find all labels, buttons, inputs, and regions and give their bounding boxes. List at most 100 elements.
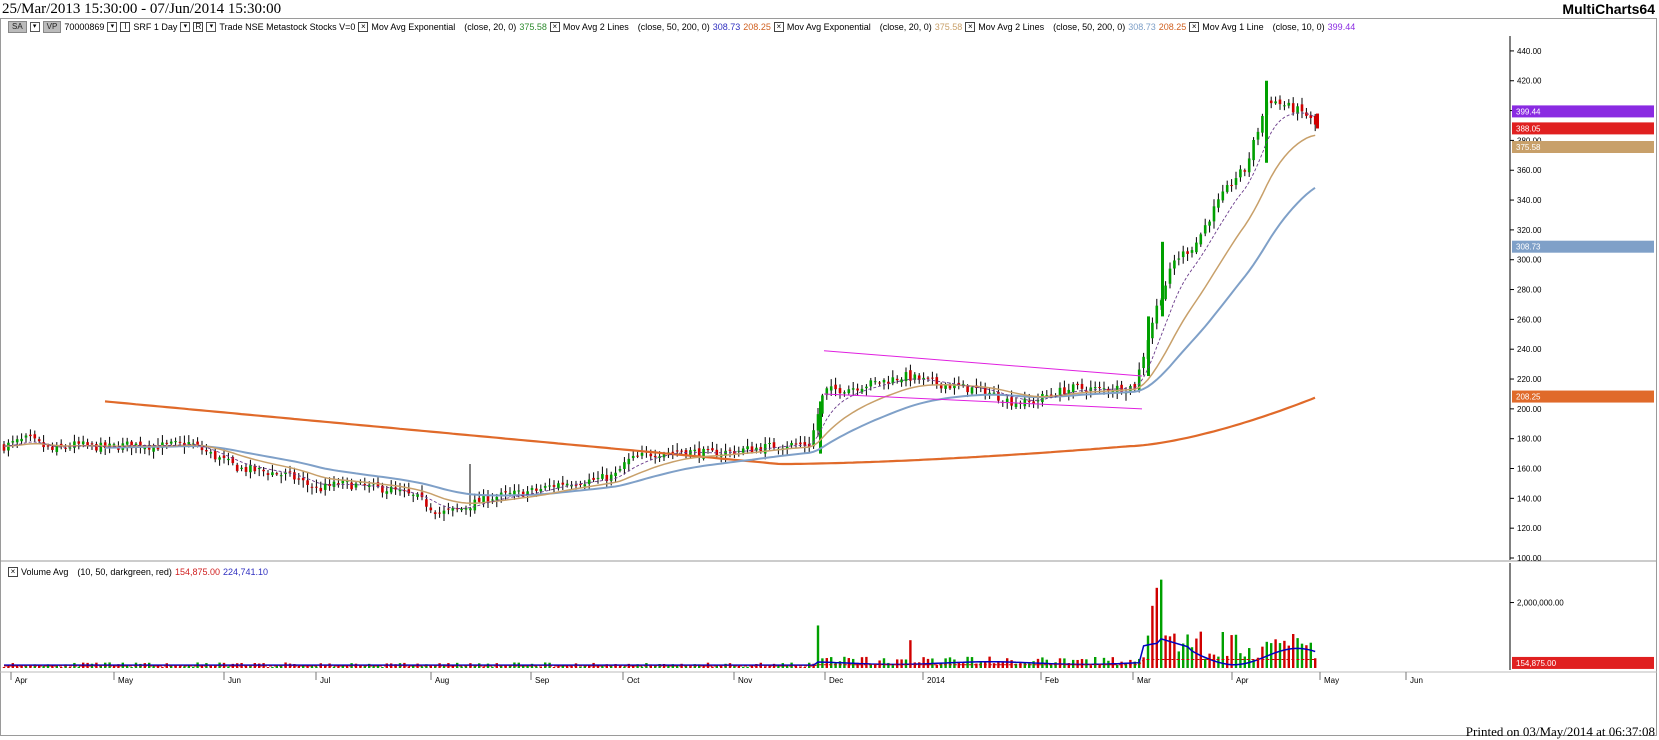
candle-body: [381, 485, 384, 493]
candle-body: [1239, 169, 1242, 178]
chart-settings-icon[interactable]: I: [120, 22, 131, 32]
price-tick-label: 220.00: [1517, 375, 1542, 384]
candle-body: [385, 491, 389, 494]
candle-body: [570, 485, 573, 487]
volume-bar: [1102, 657, 1106, 668]
candle-body: [724, 450, 727, 456]
candle-body: [249, 465, 252, 473]
candle-body: [315, 486, 318, 488]
volume-bar: [825, 658, 828, 668]
volume-bar: [1142, 657, 1145, 668]
volume-bar: [1032, 661, 1035, 668]
candle-body: [750, 446, 754, 453]
candle-body: [33, 434, 37, 439]
volume-bar: [1001, 661, 1004, 668]
volume-bar: [777, 665, 780, 668]
candle-body: [469, 508, 472, 511]
printed-timestamp: Printed on 03/May/2014 at 06:37:08: [1465, 724, 1655, 739]
candle-body: [513, 490, 516, 495]
volume-bar: [1274, 639, 1277, 668]
price-tick-label: 120.00: [1517, 524, 1542, 533]
candle-body: [95, 444, 98, 451]
volume-bar: [1239, 653, 1242, 668]
study-value: 375.58: [934, 22, 963, 32]
candle-body: [323, 483, 327, 490]
candle-body: [847, 389, 851, 394]
study-value: 308.73: [1128, 22, 1156, 32]
volume-bar: [60, 666, 63, 668]
volume-bar: [99, 666, 102, 668]
volume-bar: [126, 665, 129, 668]
study-toggle-icon[interactable]: ×: [965, 22, 976, 32]
candle-body: [1296, 106, 1299, 114]
candle-body: [574, 484, 578, 486]
study-toggle-icon[interactable]: ×: [549, 22, 560, 32]
volume-bar: [742, 666, 745, 668]
candle-body: [477, 497, 481, 502]
candle-body: [895, 378, 899, 381]
sa-dropdown-icon[interactable]: ▾: [29, 22, 40, 32]
candle-body: [420, 492, 424, 498]
volume-bar: [1063, 658, 1066, 668]
title-bar: 25/Mar/2013 15:30:00 - 07/Jun/2014 15:30…: [0, 0, 1659, 18]
channel-upper-trendline: [823, 350, 1143, 377]
volume-bar: [68, 666, 72, 668]
volume-bar: [1182, 643, 1185, 668]
volume-bar: [1173, 633, 1176, 668]
symbol-dropdown-icon[interactable]: ▾: [107, 22, 118, 32]
study-toggle-icon[interactable]: ×: [1189, 22, 1200, 32]
candle-body: [737, 450, 741, 452]
volume-bar: [275, 665, 278, 668]
candle-body: [37, 439, 41, 442]
candle-body: [143, 447, 147, 450]
resolution-dropdown-icon[interactable]: ▾: [180, 22, 191, 32]
candle-body: [1181, 251, 1185, 258]
volume-bar: [1292, 634, 1295, 668]
candle-body: [997, 391, 1000, 401]
volume-bar: [117, 664, 120, 668]
candle-body: [543, 486, 547, 488]
volume-bar: [570, 665, 573, 668]
realtime-icon[interactable]: R: [193, 22, 204, 32]
price-marker-label: 399.44: [1516, 107, 1541, 116]
candle-body: [565, 483, 569, 486]
candle-body: [262, 469, 265, 472]
sa-button[interactable]: SA: [8, 21, 27, 33]
volume-avg-value: 224,741.10: [222, 567, 269, 577]
candle-body: [794, 443, 798, 445]
candle-body: [1107, 388, 1110, 392]
vp-button[interactable]: VP: [42, 21, 62, 33]
candle-body: [733, 451, 736, 455]
price-tick-label: 340.00: [1517, 196, 1542, 205]
candle-body: [1151, 322, 1154, 339]
volume-bar: [1028, 663, 1031, 668]
candle-body: [1161, 241, 1164, 317]
volume-bar: [1098, 663, 1101, 668]
volume-bar: [684, 665, 688, 668]
volume-bar: [676, 664, 679, 668]
volume-bar: [451, 665, 454, 668]
volume-bar: [922, 657, 925, 668]
study-name: Mov Avg 1 Line: [1202, 22, 1264, 32]
volume-bar: [504, 666, 507, 668]
study-toggle-icon[interactable]: ×: [773, 22, 784, 32]
candle-body: [819, 401, 822, 454]
candle-body: [438, 512, 441, 514]
volume-bar: [381, 666, 384, 668]
candle-body: [904, 372, 908, 382]
volume-bar: [1283, 640, 1286, 668]
price-marker-flag: [1512, 390, 1654, 403]
realtime-dropdown-icon[interactable]: ▾: [206, 22, 217, 32]
candle-body: [517, 490, 521, 492]
candle-body: [350, 482, 353, 490]
candle-body: [447, 508, 450, 510]
volume-bar: [1080, 658, 1084, 668]
study-toggle-icon[interactable]: ×: [358, 22, 369, 32]
candle-body: [1102, 388, 1106, 390]
candle-body: [1208, 221, 1211, 226]
volume-toggle-icon[interactable]: ×: [8, 567, 18, 577]
volume-bar: [1160, 579, 1163, 668]
volume-bar: [1138, 658, 1141, 668]
time-axis-label: 2014: [927, 676, 945, 685]
